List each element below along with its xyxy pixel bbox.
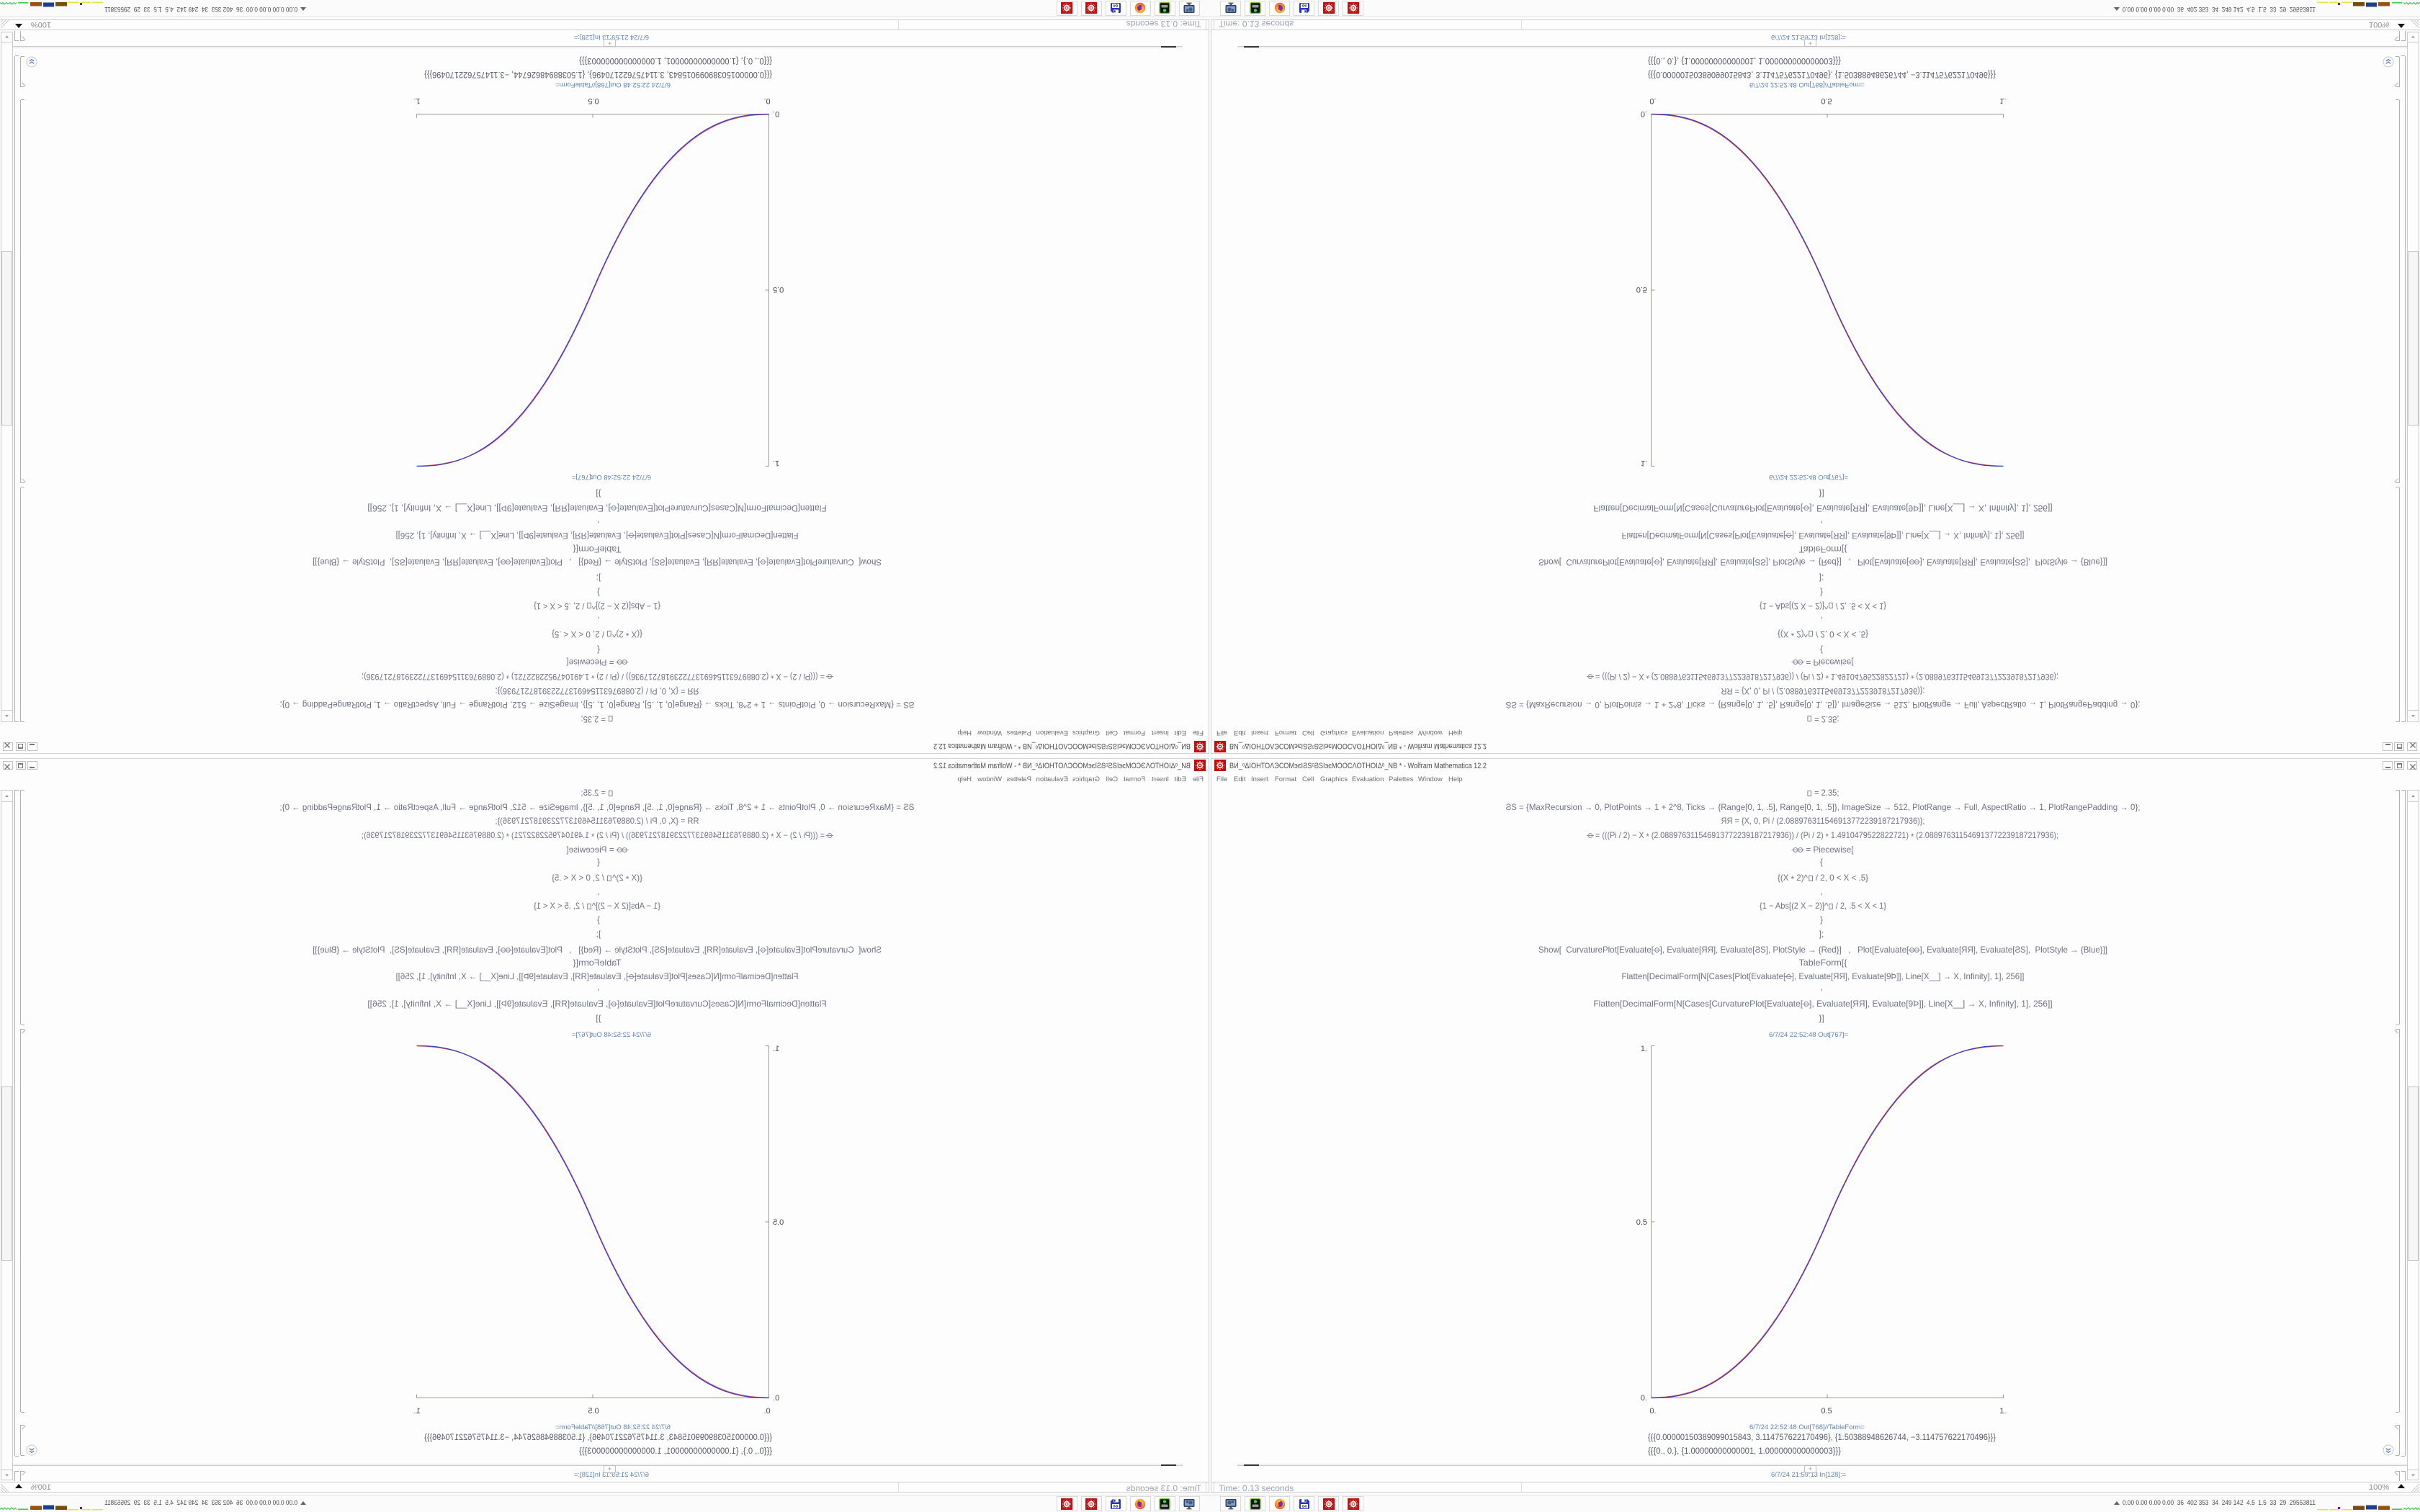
- svg-text:64: 64: [1302, 3, 1307, 7]
- svg-text:64: 64: [1302, 1505, 1307, 1509]
- svg-text:64: 64: [1113, 3, 1118, 7]
- svg-text:64: 64: [1113, 1505, 1118, 1509]
